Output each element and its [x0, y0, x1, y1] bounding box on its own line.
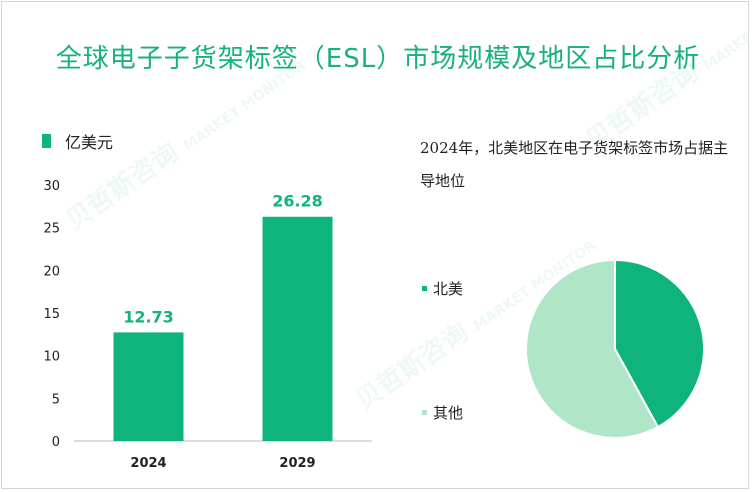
y-tick-label: 15	[43, 307, 60, 322]
bar-legend-swatch	[42, 134, 51, 148]
pie-chart	[525, 258, 705, 439]
x-tick-label: 2024	[130, 456, 166, 471]
pie-legend-north-america: 北美	[422, 278, 463, 299]
pie-slice	[614, 258, 705, 429]
pie-caption: 2024年，北美地区在电子货架标签市场占据主导地位	[420, 139, 729, 190]
y-tick-label: 0	[52, 435, 60, 450]
bar-value-label: 12.73	[123, 307, 174, 326]
y-tick-label: 20	[43, 264, 60, 279]
bar	[262, 216, 333, 441]
bar-legend-label: 亿美元	[65, 133, 114, 152]
page-title: 全球电子子货架标签（ESL）市场规模及地区占比分析	[55, 44, 701, 74]
x-tick-label: 2029	[279, 456, 315, 471]
y-tick-label: 30	[43, 179, 60, 194]
pie-legend-swatch	[422, 286, 427, 291]
pie-legend-other: 其他	[422, 402, 463, 423]
y-tick-label: 5	[52, 392, 60, 407]
bar-legend: 亿美元	[42, 129, 113, 153]
y-tick-label: 25	[43, 222, 60, 237]
pie-slice	[525, 258, 660, 439]
bar	[113, 332, 184, 441]
pie-legend-swatch	[422, 410, 427, 415]
pie-legend-label: 其他	[433, 404, 464, 422]
pie-legend-label: 北美	[433, 280, 464, 298]
y-tick-label: 10	[43, 350, 60, 365]
bar-value-label: 26.28	[272, 192, 323, 211]
